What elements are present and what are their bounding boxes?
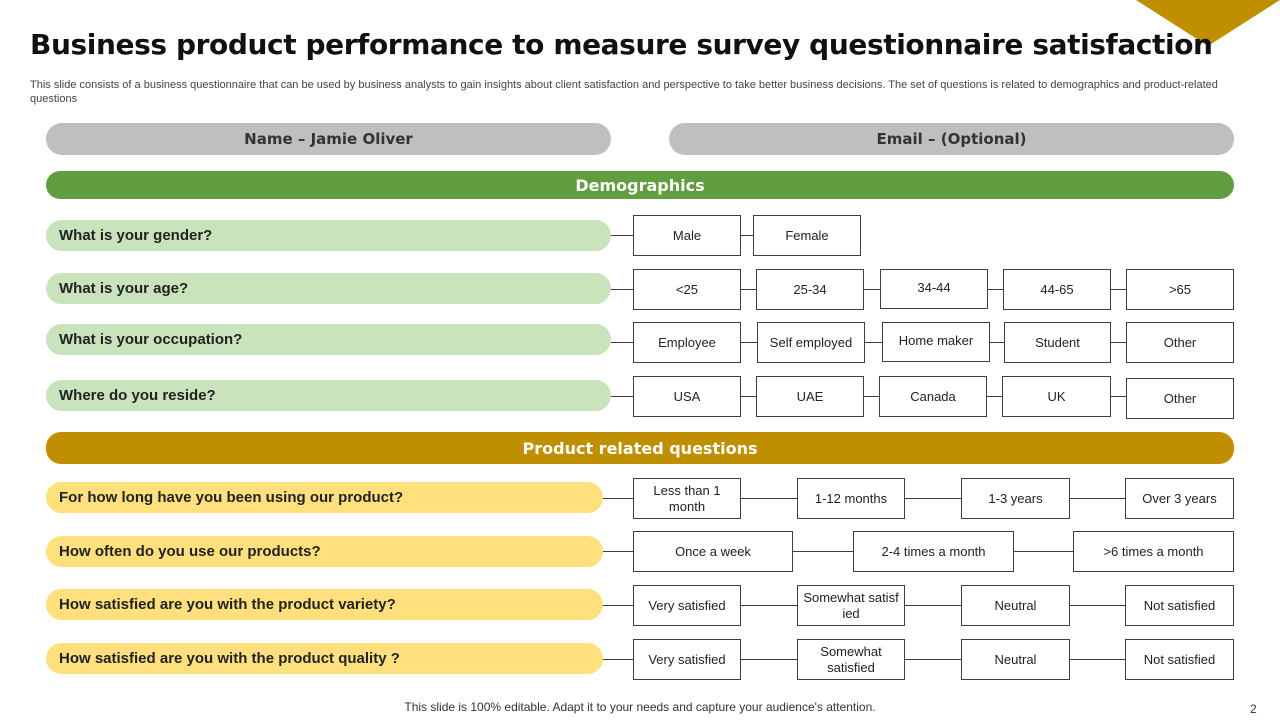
option-box[interactable]: USA [633,376,741,417]
option-box[interactable]: 34-44 [880,269,988,309]
option-box[interactable]: Neutral [961,639,1070,680]
option-box[interactable]: Not satisfied [1125,585,1234,626]
option-box[interactable]: UAE [756,376,864,417]
name-field[interactable]: Name – Jamie Oliver [46,123,611,155]
question-occupation: What is your occupation? [46,324,611,355]
page-number: 2 [1250,702,1257,716]
option-box[interactable]: Self employed [757,322,865,363]
option-box[interactable]: Student [1004,322,1111,363]
option-box[interactable]: Once a week [633,531,793,572]
question-age: What is your age? [46,273,611,304]
option-box[interactable]: 1-3 years [961,478,1070,519]
option-box[interactable]: 2-4 times a month [853,531,1014,572]
option-box[interactable]: Neutral [961,585,1070,626]
page-title: Business product performance to measure … [30,28,1213,61]
question-product-quality: How satisfied are you with the product q… [46,643,603,674]
option-box[interactable]: UK [1002,376,1111,417]
option-box[interactable]: Canada [879,376,987,417]
option-box[interactable]: Other [1126,322,1234,363]
option-box[interactable]: <25 [633,269,741,310]
question-residence: Where do you reside? [46,380,611,411]
page-subtitle: This slide consists of a business questi… [30,79,1218,105]
option-box[interactable]: Employee [633,322,741,363]
connector-line [603,659,1234,660]
email-field[interactable]: Email – (Optional) [669,123,1234,155]
demographics-header: Demographics [46,171,1234,199]
option-box[interactable]: Home maker [882,322,990,362]
question-usage-duration: For how long have you been using our pro… [46,482,603,513]
option-box[interactable]: Over 3 years [1125,478,1234,519]
option-box[interactable]: >65 [1126,269,1234,310]
corner-decoration [1136,0,1280,46]
option-box[interactable]: Other [1126,378,1234,419]
option-box[interactable]: Very satisfied [633,639,741,680]
option-box[interactable]: Very satisfied [633,585,741,626]
option-box[interactable]: >6 times a month [1073,531,1234,572]
option-box[interactable]: 25-34 [756,269,864,310]
option-box[interactable]: Not satisfied [1125,639,1234,680]
option-box[interactable]: Somewhat satisfied [797,585,905,626]
footer-note: This slide is 100% editable. Adapt it to… [404,700,876,714]
option-box[interactable]: 44-65 [1003,269,1111,310]
option-box[interactable]: Less than 1 month [633,478,741,519]
connector-line [603,498,1234,499]
question-product-variety: How satisfied are you with the product v… [46,589,603,620]
option-box[interactable]: Male [633,215,741,256]
option-box[interactable]: Somewhat satisfied [797,639,905,680]
connector-line [603,605,1234,606]
option-box[interactable]: 1-12 months [797,478,905,519]
question-gender: What is your gender? [46,220,611,251]
product-questions-header: Product related questions [46,432,1234,464]
option-box[interactable]: Female [753,215,861,256]
question-usage-frequency: How often do you use our products? [46,536,603,567]
